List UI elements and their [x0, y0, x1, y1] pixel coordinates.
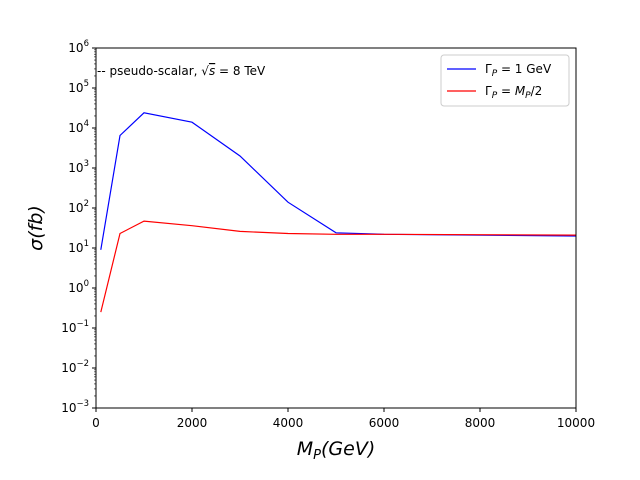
y-tick-label: 106 — [68, 39, 89, 55]
x-tick-label: 6000 — [369, 416, 400, 430]
x-tick-label: 10000 — [557, 416, 595, 430]
y-tick-label: 100 — [68, 279, 89, 295]
legend-box — [440, 54, 570, 107]
y-tick-label: 103 — [68, 159, 89, 175]
y-tick-label: 102 — [68, 199, 89, 215]
y-tick-label: 105 — [68, 79, 89, 95]
y-tick-label: 10−2 — [61, 359, 89, 375]
chart-annotation: -- pseudo-scalar, √s = 8 TeV — [97, 64, 266, 78]
x-tick-label: 2000 — [177, 416, 208, 430]
x-tick-label: 4000 — [273, 416, 304, 430]
y-tick-label: 104 — [68, 119, 89, 135]
y-tick-label: 10−1 — [61, 319, 89, 335]
x-tick-label: 8000 — [465, 416, 496, 430]
y-tick-label: 101 — [68, 239, 89, 255]
y-axis-ticks: 10−3 10−2 10−1 100 101 102 103 104 105 106 — [61, 39, 96, 415]
series-line-1 — [100, 220, 577, 313]
plot-frame — [95, 47, 577, 409]
x-axis-title: MP(GeV) — [297, 438, 376, 463]
x-axis-ticks: 0 2000 4000 6000 8000 10000 — [92, 408, 595, 430]
series-layer — [100, 112, 577, 313]
x-tick-label: 0 — [92, 416, 100, 430]
legend: ΓP = 1 GeV ΓP = MP/2 — [440, 54, 570, 107]
y-tick-label: 10−3 — [61, 399, 89, 415]
legend-label-gamma-1gev: ΓP = 1 GeV — [485, 62, 552, 79]
y-axis-title: σ(fb) — [25, 205, 47, 251]
